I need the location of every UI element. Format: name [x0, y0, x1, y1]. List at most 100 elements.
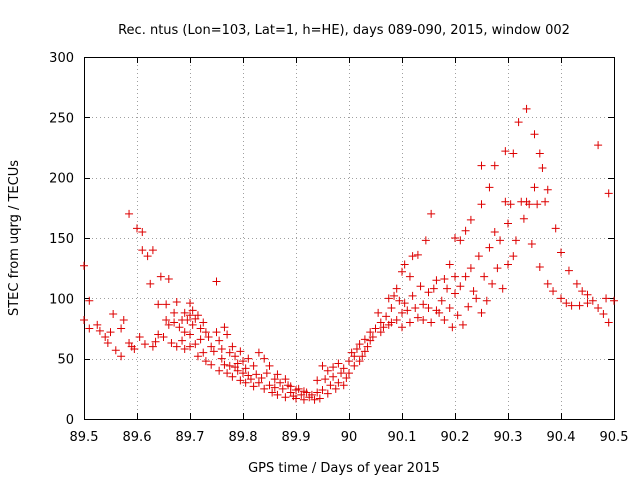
data-point — [535, 262, 544, 271]
data-point — [535, 149, 544, 158]
data-point — [488, 279, 497, 288]
data-point — [405, 272, 414, 281]
data-point — [419, 300, 428, 309]
data-point — [183, 316, 192, 325]
data-point — [223, 369, 232, 378]
data-point — [440, 275, 449, 284]
data-point — [480, 272, 489, 281]
x-tick-label: 89.8 — [229, 430, 258, 445]
data-point — [270, 375, 279, 384]
data-point — [186, 330, 194, 339]
data-point — [133, 224, 141, 233]
data-point — [604, 189, 613, 198]
data-point — [186, 311, 194, 320]
data-point — [564, 266, 573, 275]
data-point — [281, 393, 290, 402]
data-point — [538, 164, 547, 173]
data-point — [350, 352, 359, 361]
data-point — [451, 272, 459, 281]
data-point — [220, 360, 229, 369]
data-point — [217, 345, 226, 354]
data-point — [451, 289, 459, 298]
data-point — [557, 248, 565, 257]
data-point — [408, 291, 417, 300]
data-point — [445, 303, 454, 312]
data-point — [408, 252, 417, 261]
x-tick-label: 90.2 — [441, 430, 470, 445]
data-point — [225, 361, 234, 370]
y-tick-label: 200 — [49, 172, 74, 187]
data-point — [366, 328, 375, 337]
data-point — [477, 308, 486, 317]
data-point — [395, 296, 404, 305]
data-point — [331, 384, 340, 393]
x-tick-label: 89.7 — [176, 430, 205, 445]
data-point — [493, 264, 502, 273]
data-point — [244, 354, 253, 363]
x-axis-label: GPS time / Days of year 2015 — [248, 461, 440, 476]
data-point — [321, 375, 330, 384]
data-point — [239, 369, 247, 378]
data-point — [382, 312, 391, 321]
data-point — [201, 328, 210, 337]
data-point — [435, 308, 444, 317]
data-point — [186, 342, 194, 351]
data-point — [562, 299, 571, 308]
data-point — [374, 308, 383, 317]
data-point — [260, 384, 269, 393]
data-point — [424, 288, 433, 297]
data-point — [482, 296, 491, 305]
data-point — [172, 342, 181, 351]
data-point — [125, 209, 134, 218]
data-point — [594, 303, 603, 312]
data-point — [530, 183, 539, 192]
data-point — [363, 342, 372, 351]
data-point — [172, 297, 181, 306]
data-point — [400, 260, 409, 269]
data-point — [193, 311, 202, 320]
y-axis-label: STEC from uqrg / TECUs — [7, 160, 22, 316]
data-point — [217, 354, 226, 363]
data-point — [557, 294, 565, 303]
data-point — [249, 382, 258, 391]
data-point — [511, 236, 520, 245]
data-point — [578, 287, 587, 296]
data-point — [496, 236, 505, 245]
data-point — [143, 252, 152, 261]
data-point — [281, 375, 290, 384]
data-point — [318, 361, 327, 370]
data-point — [246, 375, 255, 384]
data-point — [610, 296, 618, 305]
data-point — [241, 364, 250, 373]
data-point — [329, 372, 338, 381]
data-point — [236, 347, 245, 356]
data-point — [522, 104, 531, 113]
data-point — [464, 302, 473, 311]
data-point — [543, 185, 552, 194]
data-point — [530, 130, 539, 139]
data-point — [212, 328, 221, 337]
data-point — [225, 348, 234, 357]
data-point — [154, 300, 163, 309]
y-tick-label: 100 — [49, 292, 74, 307]
data-point — [424, 303, 433, 312]
data-point — [360, 347, 369, 356]
data-point — [273, 370, 282, 379]
data-point — [427, 318, 436, 327]
data-point — [228, 342, 237, 351]
x-tick-label: 90.4 — [547, 430, 576, 445]
data-point — [191, 340, 200, 349]
y-tick-label: 250 — [49, 111, 74, 126]
data-point — [342, 373, 351, 382]
data-point — [469, 287, 478, 296]
data-point — [310, 395, 319, 404]
data-point — [451, 234, 459, 242]
data-point — [413, 313, 422, 322]
data-point — [400, 299, 409, 308]
data-point — [472, 294, 481, 303]
data-point — [461, 226, 470, 235]
data-point — [440, 316, 449, 325]
data-point — [485, 243, 494, 252]
data-point — [249, 361, 258, 370]
data-point — [313, 376, 322, 385]
